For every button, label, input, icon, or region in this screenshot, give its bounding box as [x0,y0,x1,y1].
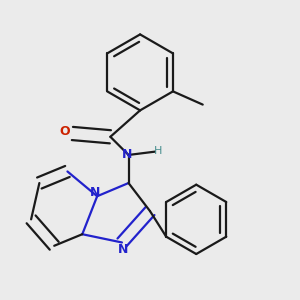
Text: N: N [90,186,101,199]
Text: O: O [60,125,70,138]
Text: N: N [118,243,128,256]
Text: H: H [153,146,162,156]
Text: N: N [122,148,133,161]
